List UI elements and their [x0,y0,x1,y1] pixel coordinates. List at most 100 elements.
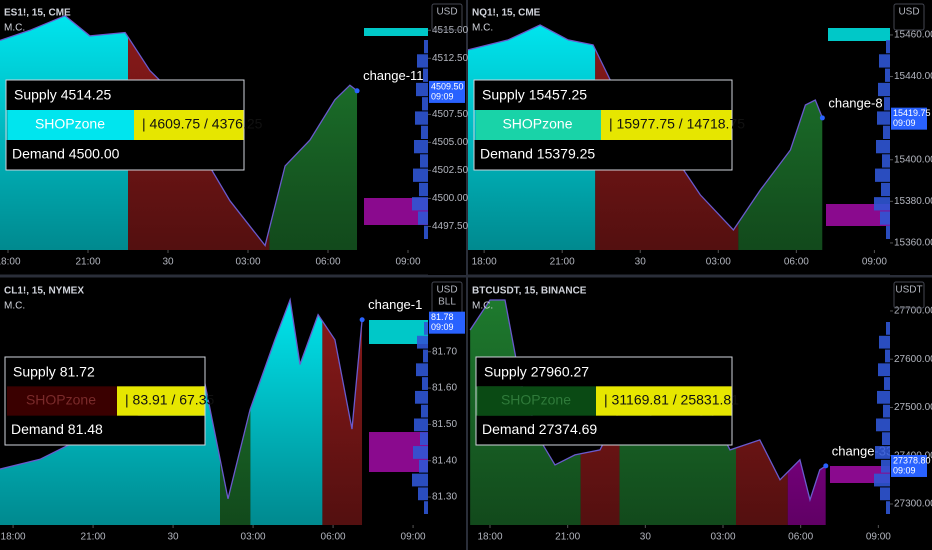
supply-label: Supply 27960.27 [484,363,589,379]
currency: USD [436,7,457,18]
demand-label: Demand 27374.69 [482,421,597,437]
volume-profile [418,211,428,225]
zone-box-bg [474,140,732,170]
volume-profile [878,363,890,377]
indicator-name: M.C. [4,23,25,34]
volume-profile [417,54,428,68]
zone-block [364,28,428,36]
price-label-box [891,454,927,477]
y-tick-label: 27700.00 [894,306,932,317]
currency: USDT [895,285,922,296]
volume-profile [882,432,890,446]
volume-profile [413,168,428,182]
zone-box-bg [474,80,732,110]
supply-label: Supply 15457.25 [482,87,587,103]
volume-profile [885,68,890,82]
y-tick-label: 27500.00 [894,402,932,413]
change-label: change-1 [368,297,422,312]
last-point [823,463,829,469]
price-label: 27378.80 [893,455,931,465]
x-tick-label: 03:00 [235,257,260,268]
x-tick-label: 09:00 [395,257,420,268]
area-zone [220,408,251,525]
area-zone [735,439,788,525]
volume-profile [874,197,890,211]
x-tick-label: 09:00 [866,532,891,543]
volume-profile [412,197,428,211]
price-label: 4509.50 [431,81,464,91]
y-tick-label: 81.30 [432,492,457,503]
x-tick-label: 30 [162,257,174,268]
volume-profile [415,390,428,404]
price-axis [890,278,932,550]
x-tick-label: 18:00 [477,532,502,543]
volume-profile [424,40,428,54]
zone-box [475,356,733,446]
last-point [354,88,360,94]
volume-profile [877,111,890,125]
last-point [819,115,825,121]
area-zone [250,299,323,525]
volume-profile [875,168,890,182]
price-time: 09:09 [893,118,916,128]
volume-profile [882,154,890,168]
volume-profile [886,322,890,335]
volume-profile [421,404,428,418]
shopzone-range: | 83.91 / 67.35 [125,392,214,408]
x-tick-label: 21:00 [75,257,100,268]
volume-profile [422,377,428,390]
symbol-title: BTCUSDT, 15, BINANCE [472,286,587,297]
zone-box-bg [476,357,732,387]
price-time: 09:09 [431,91,454,101]
volume-profile [424,322,428,335]
volume-profile [886,501,890,514]
shopzone-name-bg [8,110,134,140]
volume-profile [414,140,428,154]
shopzone-range: | 4609.75 / 4376.25 [142,116,263,132]
x-tick-label: 06:00 [321,532,346,543]
volume-profile [879,335,890,349]
demand-label: Demand 15379.25 [480,146,595,162]
supply-label: Supply 4514.25 [14,87,112,103]
last-point [359,317,365,323]
volume-profile [883,125,890,139]
currency-box [893,3,925,31]
volume-profile [875,446,890,459]
x-tick-label: 21:00 [81,532,106,543]
x-tick-label: 18:00 [1,532,26,543]
volume-profile [879,54,890,68]
x-tick-label: 18:00 [0,257,21,268]
shopzone-name: SHOPzone [501,392,571,408]
x-tick-label: 03:00 [706,257,731,268]
indicator-name: M.C. [4,301,25,312]
volume-profile [420,432,428,446]
volume-profile [420,154,428,168]
volume-profile [884,377,890,390]
currency: USD [436,285,457,296]
symbol-title: CL1!, 15, NYMEX [4,286,84,297]
volume-profile [417,335,428,349]
volume-profile [885,349,890,363]
y-tick-label: 27300.00 [894,499,932,510]
volume-profile [424,501,428,514]
currency-box [893,281,925,309]
x-tick-label: 30 [640,532,652,543]
volume-profile [886,225,890,239]
zone-box-bg [5,357,205,387]
y-tick-label: 15460.00 [894,30,932,41]
volume-profile [881,459,890,473]
zone-box-bg [476,415,732,445]
y-tick-label: 4505.00 [432,137,469,148]
x-tick-label: 09:00 [401,532,426,543]
shopzone-range: | 31169.81 / 25831.81 [604,392,739,408]
volume-profile [413,446,428,459]
supply-label: Supply 81.72 [13,363,95,379]
area-zone [738,100,823,250]
volume-profile [414,418,428,432]
y-tick-label: 27600.00 [894,354,932,365]
y-tick-label: 4507.50 [432,109,469,120]
zone-box [473,79,733,171]
y-tick-label: 81.70 [432,346,457,357]
currency: BLL [438,297,456,308]
volume-profile [886,40,890,54]
